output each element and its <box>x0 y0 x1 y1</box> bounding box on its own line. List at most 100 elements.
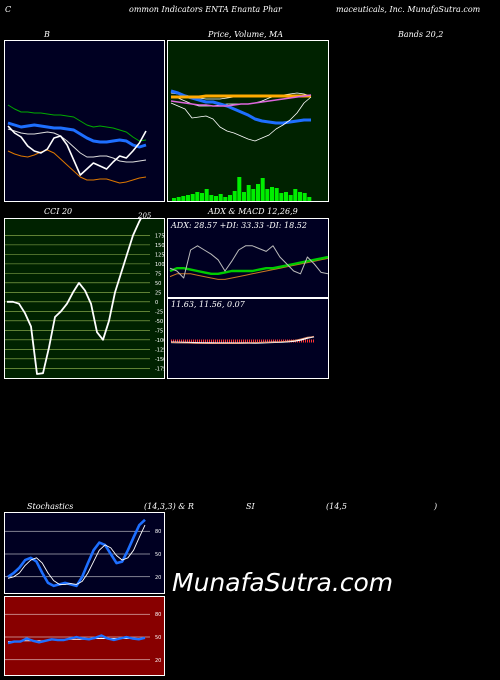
macd-chart <box>170 335 315 345</box>
cci-chart: 175 150 125 100 75 50 25 0 -25 -50 -75 -100 -125 -150… <box>5 219 165 375</box>
cci-tick-label: -50 <box>155 319 163 325</box>
adx-line <box>169 257 328 280</box>
cci-tick-label: 175 <box>155 233 165 239</box>
volume-bar <box>274 188 279 201</box>
macd-line <box>170 336 315 344</box>
cci-tick-label: 150 <box>155 243 165 249</box>
stoch-tick-label: 20 <box>155 575 161 581</box>
volume-bar <box>172 198 176 201</box>
cci-tick-label: -100 <box>155 338 165 344</box>
bollinger-panel <box>4 40 165 202</box>
header-center-left: ommon Indicators ENTA Enanta Phar <box>129 5 282 14</box>
volume-bar <box>270 187 274 201</box>
volume-bar <box>186 195 190 201</box>
stoch-panel: 80 50 20 <box>4 512 165 594</box>
volume-bar <box>293 189 298 201</box>
stoch-title: Stochastics <box>27 502 74 511</box>
price-panel <box>167 40 329 202</box>
volume-bar <box>237 177 242 201</box>
cci-tick-label: -125 <box>155 347 165 353</box>
cci-tick-label: 25 <box>155 290 161 296</box>
bands-title: Bands 20,2 <box>398 30 444 39</box>
bollinger-price-line <box>7 125 147 176</box>
cci-tick-label: -25 <box>155 309 163 315</box>
bollinger-middle-band <box>7 121 147 149</box>
volume-bar <box>195 192 200 201</box>
stoch-d-line <box>7 524 146 585</box>
macd-signal-line <box>170 335 315 345</box>
volume-bar <box>223 197 228 201</box>
header-center-right: maceuticals, Inc. MunafaSutra.com <box>336 5 481 14</box>
price-chart <box>170 89 312 201</box>
rsi-chart: 80 50 20 <box>5 612 161 664</box>
bollinger-title: B <box>44 30 50 39</box>
volume-bar <box>214 196 218 201</box>
stoch-params: (14,3,3) & R <box>144 502 194 511</box>
stoch-k-line <box>7 518 146 588</box>
price-ma-pink <box>170 94 312 107</box>
volume-bar <box>200 193 204 201</box>
volume-bar <box>190 194 195 201</box>
volume-bar <box>298 192 302 201</box>
volume-bar <box>204 189 209 201</box>
volume-bar <box>228 195 232 201</box>
cci-tick-label: 125 <box>155 252 165 258</box>
cci-tick-label: 100 <box>155 262 165 268</box>
volume-bar <box>288 195 293 201</box>
volume-bar <box>251 189 256 201</box>
cci-tick-label: 50 <box>155 281 161 287</box>
rsi-close: ) <box>434 502 438 511</box>
volume-bar <box>265 189 270 201</box>
volume-bar <box>218 194 223 201</box>
adx-chart <box>169 245 328 280</box>
bollinger-close-avg <box>7 128 147 163</box>
adx-values: ADX: 28.57 +DI: 33.33 -DI: 18.52 <box>171 221 307 230</box>
watermark: MunafaSutra.com <box>172 568 394 597</box>
cci-title: CCI 20 <box>44 207 73 216</box>
price-volume-title: Price, Volume, MA <box>208 30 284 39</box>
price-ma-blue <box>170 89 311 125</box>
volume-bar <box>176 197 181 201</box>
rsi-params: (14,5 <box>326 502 347 511</box>
bollinger-upper-band <box>7 104 147 142</box>
price-ma-orange <box>171 94 311 99</box>
cci-tick-label: 75 <box>155 271 161 277</box>
header-left: C <box>5 5 12 14</box>
cci-tick-label: 0 <box>155 300 158 306</box>
rsi-tick-label: 50 <box>155 635 161 641</box>
volume-bar <box>256 184 260 201</box>
cci-tick-label: -150 <box>155 357 165 363</box>
bollinger-chart <box>7 104 147 184</box>
plus-di-line <box>169 255 328 275</box>
volume-bar <box>260 178 265 201</box>
bollinger-lower-band <box>7 149 147 184</box>
rsi-label: SI <box>246 502 255 511</box>
cci-tick-label: -75 <box>155 328 163 334</box>
stoch-chart: 80 50 20 <box>5 518 161 588</box>
volume-bar <box>242 192 246 201</box>
volume-bar <box>209 195 214 201</box>
rsi-line <box>7 634 146 645</box>
volume-bar <box>181 196 186 201</box>
volume-bar <box>284 192 288 201</box>
volume-bar <box>232 191 237 201</box>
volume-bar <box>302 193 307 201</box>
rsi-tick-label: 80 <box>155 612 161 618</box>
price-close-line <box>170 96 312 142</box>
macd-panel: 11.63, 11.56, 0.07 <box>167 298 329 379</box>
stoch-tick-label: 50 <box>155 552 161 558</box>
cci-line <box>7 219 142 375</box>
adx-panel: ADX: 28.57 +DI: 33.33 -DI: 18.52 <box>167 218 329 298</box>
minus-di-line <box>169 245 328 279</box>
rsi-panel: 80 50 20 <box>4 596 165 676</box>
adx-macd-title: ADX & MACD 12,26,9 <box>208 207 298 216</box>
volume-bar <box>246 185 251 201</box>
cci-value: 205 <box>138 212 152 220</box>
cci-tick-label: -175 <box>155 366 165 372</box>
stoch-tick-label: 80 <box>155 529 161 535</box>
volume-bar <box>307 197 312 201</box>
rsi-tick-label: 20 <box>155 658 161 664</box>
macd-values: 11.63, 11.56, 0.07 <box>171 300 245 309</box>
volume-bar <box>279 193 284 201</box>
cci-panel: 175 150 125 100 75 50 25 0 -25 -50 -75 -100 -125 -150… <box>4 218 165 379</box>
